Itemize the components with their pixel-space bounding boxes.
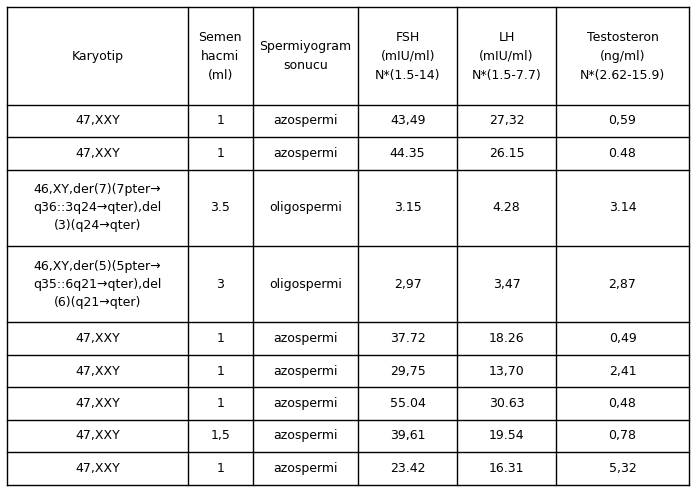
Text: 37.72: 37.72: [390, 332, 425, 345]
Text: azospermi: azospermi: [273, 430, 338, 442]
Text: 47,XXY: 47,XXY: [75, 147, 120, 160]
Text: 3.14: 3.14: [609, 201, 636, 215]
Text: 47,XXY: 47,XXY: [75, 332, 120, 345]
Text: 1,5: 1,5: [210, 430, 230, 442]
Text: Semen
hacmi
(ml): Semen hacmi (ml): [198, 31, 242, 82]
Text: Testosteron
(ng/ml)
N*(2.62-15.9): Testosteron (ng/ml) N*(2.62-15.9): [580, 31, 665, 82]
Text: 23.42: 23.42: [390, 462, 425, 475]
Text: 1: 1: [216, 462, 224, 475]
Text: 1: 1: [216, 397, 224, 410]
Text: 3,47: 3,47: [493, 277, 521, 291]
Text: 0,59: 0,59: [608, 115, 636, 127]
Text: 16.31: 16.31: [489, 462, 524, 475]
Text: 47,XXY: 47,XXY: [75, 430, 120, 442]
Text: LH
(mIU/ml)
N*(1.5-7.7): LH (mIU/ml) N*(1.5-7.7): [472, 31, 541, 82]
Text: 0,48: 0,48: [608, 397, 636, 410]
Text: azospermi: azospermi: [273, 147, 338, 160]
Text: azospermi: azospermi: [273, 115, 338, 127]
Text: FSH
(mIU/ml)
N*(1.5-14): FSH (mIU/ml) N*(1.5-14): [375, 31, 441, 82]
Text: 47,XXY: 47,XXY: [75, 365, 120, 377]
Text: 3.15: 3.15: [394, 201, 422, 215]
Text: 39,61: 39,61: [390, 430, 425, 442]
Text: oligospermi: oligospermi: [269, 277, 342, 291]
Text: 27,32: 27,32: [489, 115, 524, 127]
Text: 47,XXY: 47,XXY: [75, 397, 120, 410]
Text: 2,87: 2,87: [608, 277, 636, 291]
Text: 0,49: 0,49: [609, 332, 636, 345]
Text: 0.48: 0.48: [608, 147, 636, 160]
Text: 43,49: 43,49: [390, 115, 425, 127]
Text: 1: 1: [216, 115, 224, 127]
Text: 29,75: 29,75: [390, 365, 425, 377]
Text: 44.35: 44.35: [390, 147, 425, 160]
Text: 1: 1: [216, 147, 224, 160]
Text: 47,XXY: 47,XXY: [75, 462, 120, 475]
Text: 19.54: 19.54: [489, 430, 524, 442]
Text: 13,70: 13,70: [489, 365, 525, 377]
Text: Karyotip: Karyotip: [71, 50, 123, 62]
Text: 1: 1: [216, 365, 224, 377]
Text: oligospermi: oligospermi: [269, 201, 342, 215]
Text: 46,XY,der(7)(7pter→
q36::3q24→qter),del
(3)(q24→qter): 46,XY,der(7)(7pter→ q36::3q24→qter),del …: [33, 184, 161, 232]
Text: 0,78: 0,78: [608, 430, 637, 442]
Text: azospermi: azospermi: [273, 462, 338, 475]
Text: 47,XXY: 47,XXY: [75, 115, 120, 127]
Text: 3.5: 3.5: [210, 201, 230, 215]
Text: 55.04: 55.04: [390, 397, 426, 410]
Text: 3: 3: [216, 277, 224, 291]
Text: azospermi: azospermi: [273, 365, 338, 377]
Text: azospermi: azospermi: [273, 332, 338, 345]
Text: 1: 1: [216, 332, 224, 345]
Text: 2,41: 2,41: [609, 365, 636, 377]
Text: 2,97: 2,97: [394, 277, 422, 291]
Text: 30.63: 30.63: [489, 397, 524, 410]
Text: 46,XY,der(5)(5pter→
q35::6q21→qter),del
(6)(q21→qter): 46,XY,der(5)(5pter→ q35::6q21→qter),del …: [33, 260, 161, 308]
Text: Spermiyogram
sonucu: Spermiyogram sonucu: [260, 40, 351, 72]
Text: 5,32: 5,32: [609, 462, 636, 475]
Text: 4.28: 4.28: [493, 201, 521, 215]
Text: 18.26: 18.26: [489, 332, 524, 345]
Text: azospermi: azospermi: [273, 397, 338, 410]
Text: 26.15: 26.15: [489, 147, 524, 160]
